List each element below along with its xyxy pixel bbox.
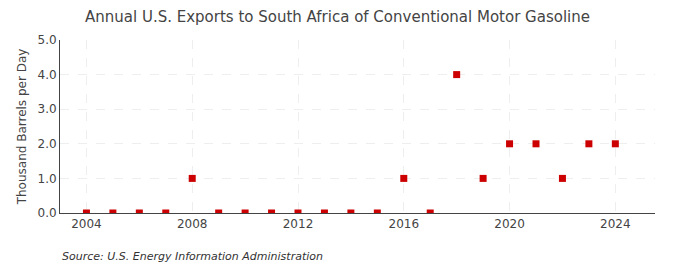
svg-text:Annual U.S. Exports to South A: Annual U.S. Exports to South Africa of C…: [85, 8, 590, 26]
svg-text:2024: 2024: [600, 217, 631, 231]
svg-text:2016: 2016: [389, 217, 420, 231]
svg-text:Source: U.S. Energy Informatio: Source: U.S. Energy Information Administ…: [62, 250, 323, 263]
svg-text:3.0: 3.0: [38, 102, 57, 116]
svg-text:0.0: 0.0: [38, 206, 57, 220]
svg-text:2008: 2008: [177, 217, 208, 231]
svg-text:2012: 2012: [283, 217, 314, 231]
svg-text:1.0: 1.0: [38, 172, 57, 186]
svg-text:4.0: 4.0: [38, 68, 57, 82]
svg-text:5.0: 5.0: [38, 33, 57, 47]
svg-text:Thousand Barrels per Day: Thousand Barrels per Day: [15, 49, 29, 206]
svg-text:2020: 2020: [494, 217, 525, 231]
svg-text:2.0: 2.0: [38, 137, 57, 151]
svg-text:2004: 2004: [71, 217, 102, 231]
